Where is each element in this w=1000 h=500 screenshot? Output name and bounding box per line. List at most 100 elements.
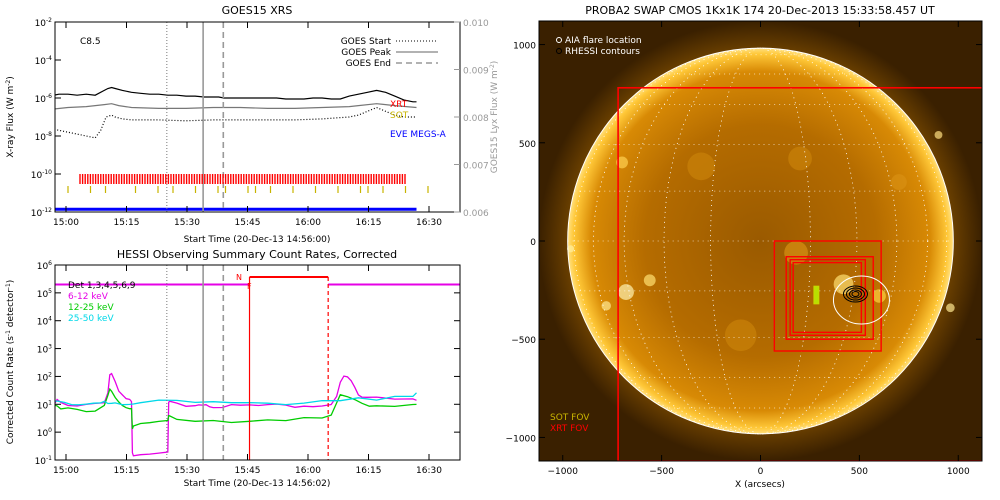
active-region-spot: [618, 284, 634, 300]
longitude-grid-line: [593, 47, 928, 435]
swap-xtick-label: −1000: [548, 467, 579, 477]
hessi-xtick-label: 16:00: [295, 466, 321, 476]
active-region-spot: [784, 240, 808, 265]
xrt-pointing-box: [792, 261, 863, 334]
goes-sot-label: SOT: [390, 111, 409, 121]
goes-series-0: [55, 86, 417, 103]
hessi-series-25-50-keV: [55, 392, 417, 406]
rhessi-contour: [842, 285, 868, 303]
hessi-plot-area: [55, 265, 460, 460]
goes-xtick-label: 16:15: [356, 218, 382, 228]
longitude-grid-line: [573, 47, 948, 435]
solar-surface-texture: [567, 130, 955, 352]
hessi-night-label: N: [236, 273, 242, 282]
active-region-spot: [724, 319, 757, 352]
swap-legend-aia: AIA flare location: [565, 36, 642, 46]
solar-limb: [567, 47, 954, 435]
hessi-ytick-label: 101: [37, 399, 52, 411]
hessi-xtick-label: 16:30: [416, 466, 442, 476]
active-region-spot: [601, 301, 611, 311]
active-region-spot: [946, 303, 955, 313]
swap-ytick-label: −1000: [506, 434, 537, 444]
goes-xtick-label: 15:00: [53, 218, 79, 228]
swap-xrt-fov-label: XRT FOV: [550, 424, 589, 434]
hessi-count-rate-panel: HESSI Observing Summary Count Rates, Cor…: [5, 248, 461, 489]
hessi-ytick-label: 103: [37, 344, 52, 356]
goes-ytick-label: 10-12: [31, 207, 52, 219]
goes-series-1: [55, 103, 417, 110]
swap-xtick-label: 0: [758, 467, 764, 477]
rhessi-contours-icon: [556, 48, 562, 54]
hessi-ytick-label: 10-1: [35, 455, 53, 467]
aia-flare-location-icon: [556, 37, 562, 43]
hessi-axes: 15:00 15:15 15:30 15:45 16:00 16:15 16:30 106 10…: [35, 260, 460, 476]
hessi-ylabel: Corrected Count Rate (s-1 detector-1): [5, 280, 16, 445]
hessi-xtick-label: 15:45: [235, 466, 261, 476]
goes-y2tick-label: 0.008: [463, 114, 489, 124]
goes-y2tick-label: 0.009: [463, 67, 489, 77]
hessi-legend-6-12: 6-12 keV: [68, 292, 109, 302]
active-region-spot: [833, 274, 854, 295]
swap-legend-rhessi: RHESSI contours: [565, 47, 640, 57]
goes-xtick-label: 15:30: [174, 218, 200, 228]
goes-title: GOES15 XRS: [222, 4, 293, 17]
goes-legend: GOES Start GOES Peak GOES End: [341, 37, 438, 69]
hessi-xtick-label: 16:15: [356, 466, 382, 476]
goes-xtick-label: 16:30: [416, 218, 442, 228]
goes-legend-start: GOES Start: [341, 37, 392, 47]
hessi-flag-label: F: [247, 282, 252, 291]
goes-axes: 15:00 15:15 15:30 15:45 16:00 16:15 16:30 10-2 1…: [31, 17, 489, 228]
goes-xrt-label: XRT: [390, 100, 408, 110]
active-region-spot: [687, 152, 716, 181]
goes-eve-label: EVE MEGS-A: [390, 130, 447, 140]
goes-ylabel: X-ray Flux (W m-2): [5, 76, 16, 157]
active-region-spot: [616, 156, 628, 169]
hessi-legend-12-25: 12-25 keV: [68, 303, 114, 313]
goes-ytick-label: 10-6: [35, 93, 53, 105]
xrt-pointing-box: [773, 240, 882, 352]
swap-ytick-label: 1000: [513, 42, 536, 52]
hessi-series-6-12-keV-data: [55, 372, 417, 457]
swap-image-area: [539, 21, 982, 461]
swap-title: PROBA2 SWAP CMOS 1Kx1K 174 20-Dec-2013 1…: [585, 4, 935, 17]
goes-y2label: GOES15 Lyx Flux (W m-2): [489, 61, 500, 174]
active-region-spot: [567, 245, 575, 253]
goes-legend-peak: GOES Peak: [341, 48, 391, 58]
goes-y2tick-label: 0.006: [463, 209, 489, 219]
hessi-series-12-25-keV: [55, 387, 417, 430]
hessi-ytick-label: 106: [37, 260, 52, 272]
fov-boxes: [617, 86, 982, 461]
swap-sot-fov-label: SOT FOV: [550, 413, 590, 423]
goes-series-2: [55, 106, 417, 139]
rhessi-contour: [845, 287, 865, 301]
xrt-fov-box: [617, 86, 982, 461]
swap-image-panel: PROBA2 SWAP CMOS 1Kx1K 174 20-Dec-2013 1…: [506, 4, 983, 490]
swap-ytick-label: 0: [530, 238, 536, 248]
hessi-xlabel: Start Time (20-Dec-13 14:56:02): [184, 479, 331, 489]
hessi-xtick-label: 15:30: [174, 466, 200, 476]
swap-ytick-label: 500: [519, 140, 536, 150]
swap-xlabel: X (arcsecs): [735, 480, 785, 490]
goes-xlabel: Start Time (20-Dec-13 14:56:00): [184, 235, 331, 245]
swap-ytick-label: −500: [511, 336, 536, 346]
active-region-spot: [891, 174, 907, 190]
swap-xtick-label: 500: [851, 467, 868, 477]
xrt-pointing-box: [789, 258, 867, 336]
rhessi-contour: [851, 291, 860, 298]
goes-y2tick-label: 0.010: [463, 19, 489, 29]
goes-flare-class: C8.5: [80, 37, 101, 47]
hessi-ytick-label: 104: [37, 316, 52, 328]
hessi-legend: Det 1,3,4,5,6,9 6-12 keV 12-25 keV 25-50…: [68, 281, 136, 324]
xrt-pointing-box: [785, 256, 874, 340]
active-region-spot: [934, 130, 943, 139]
flare-contours: [832, 275, 890, 325]
hessi-legend-25-50: 25-50 keV: [68, 314, 114, 324]
goes-xrs-panel: GOES15 XRS 15:00 15:15 15:30 15:45 16:00 16:1…: [5, 4, 500, 245]
swap-xtick-label: −500: [649, 467, 674, 477]
hessi-ytick-label: 102: [37, 371, 52, 383]
goes-plot-area: [55, 22, 429, 212]
goes-ytick-label: 10-2: [35, 17, 53, 29]
hessi-ytick-label: 105: [37, 288, 52, 300]
